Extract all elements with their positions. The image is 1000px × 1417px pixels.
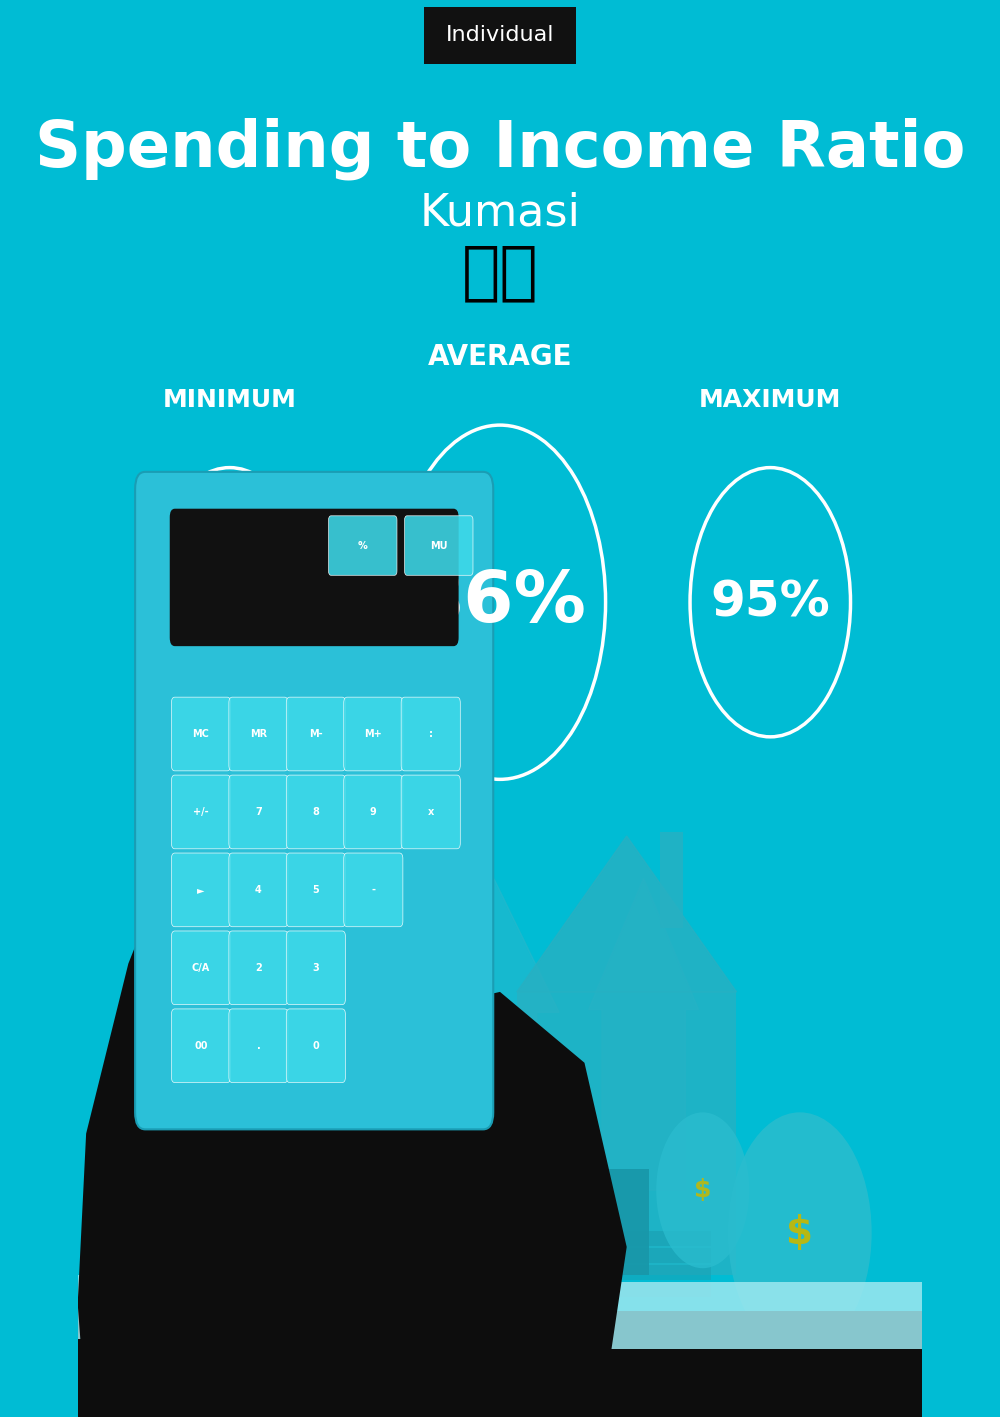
FancyBboxPatch shape: [171, 853, 231, 927]
Bar: [517, 992, 736, 1275]
FancyBboxPatch shape: [171, 1009, 231, 1083]
FancyBboxPatch shape: [344, 697, 403, 771]
Text: $: $: [694, 1179, 711, 1202]
Text: x: x: [428, 806, 434, 818]
Text: M-: M-: [309, 728, 323, 740]
FancyBboxPatch shape: [286, 1009, 345, 1083]
FancyBboxPatch shape: [229, 853, 288, 927]
FancyBboxPatch shape: [229, 775, 288, 849]
Bar: [584, 1248, 711, 1263]
FancyBboxPatch shape: [171, 775, 231, 849]
Circle shape: [728, 1112, 872, 1353]
FancyBboxPatch shape: [229, 697, 288, 771]
Text: 80%: 80%: [170, 578, 290, 626]
Text: -: -: [371, 884, 375, 896]
Text: 3: 3: [312, 962, 319, 973]
Polygon shape: [78, 1275, 331, 1339]
FancyBboxPatch shape: [229, 1009, 288, 1083]
FancyBboxPatch shape: [171, 697, 231, 771]
Bar: [584, 1231, 711, 1246]
FancyBboxPatch shape: [401, 697, 460, 771]
Text: :: :: [429, 728, 433, 740]
Text: 95%: 95%: [710, 578, 830, 626]
Text: ►: ►: [197, 884, 205, 896]
Bar: [584, 1265, 711, 1280]
Bar: [605, 1169, 649, 1275]
Text: AVERAGE: AVERAGE: [428, 343, 572, 371]
Text: MR: MR: [250, 728, 267, 740]
Text: 🇬🇭: 🇬🇭: [462, 241, 538, 303]
Polygon shape: [78, 1297, 314, 1417]
FancyBboxPatch shape: [170, 509, 459, 646]
FancyBboxPatch shape: [135, 472, 493, 1129]
Polygon shape: [331, 1311, 922, 1417]
FancyBboxPatch shape: [329, 516, 397, 575]
Text: Spending to Income Ratio: Spending to Income Ratio: [35, 118, 965, 180]
Text: MC: MC: [193, 728, 209, 740]
Text: M+: M+: [364, 728, 382, 740]
Text: $: $: [786, 1214, 813, 1251]
Polygon shape: [373, 822, 559, 1275]
Text: 0: 0: [312, 1040, 319, 1051]
Text: C/A: C/A: [192, 962, 210, 973]
Text: 9: 9: [370, 806, 377, 818]
FancyBboxPatch shape: [286, 931, 345, 1005]
FancyBboxPatch shape: [424, 7, 576, 64]
FancyBboxPatch shape: [344, 775, 403, 849]
Text: MAXIMUM: MAXIMUM: [699, 388, 841, 411]
Polygon shape: [589, 879, 698, 1190]
FancyBboxPatch shape: [171, 931, 231, 1005]
FancyBboxPatch shape: [286, 697, 345, 771]
FancyBboxPatch shape: [286, 853, 345, 927]
Text: 00: 00: [194, 1040, 208, 1051]
Text: MINIMUM: MINIMUM: [163, 388, 297, 411]
Text: MU: MU: [430, 540, 448, 551]
Text: 7: 7: [255, 806, 262, 818]
Polygon shape: [145, 992, 627, 1417]
FancyBboxPatch shape: [229, 931, 288, 1005]
FancyBboxPatch shape: [286, 775, 345, 849]
Text: .: .: [257, 1040, 260, 1051]
Polygon shape: [517, 836, 736, 992]
Text: 4: 4: [255, 884, 262, 896]
Text: %: %: [358, 540, 368, 551]
Text: +/-: +/-: [193, 806, 209, 818]
Polygon shape: [78, 879, 314, 1417]
Text: 2: 2: [255, 962, 262, 973]
Text: 86%: 86%: [414, 568, 586, 636]
FancyBboxPatch shape: [401, 775, 460, 849]
Text: 8: 8: [312, 806, 319, 818]
FancyBboxPatch shape: [344, 853, 403, 927]
Polygon shape: [331, 1282, 922, 1349]
FancyBboxPatch shape: [405, 516, 473, 575]
Circle shape: [656, 1112, 749, 1268]
Bar: [660, 832, 683, 928]
Text: Kumasi: Kumasi: [420, 191, 580, 234]
Text: 5: 5: [312, 884, 319, 896]
Text: Individual: Individual: [446, 26, 554, 45]
Bar: [584, 1282, 711, 1297]
